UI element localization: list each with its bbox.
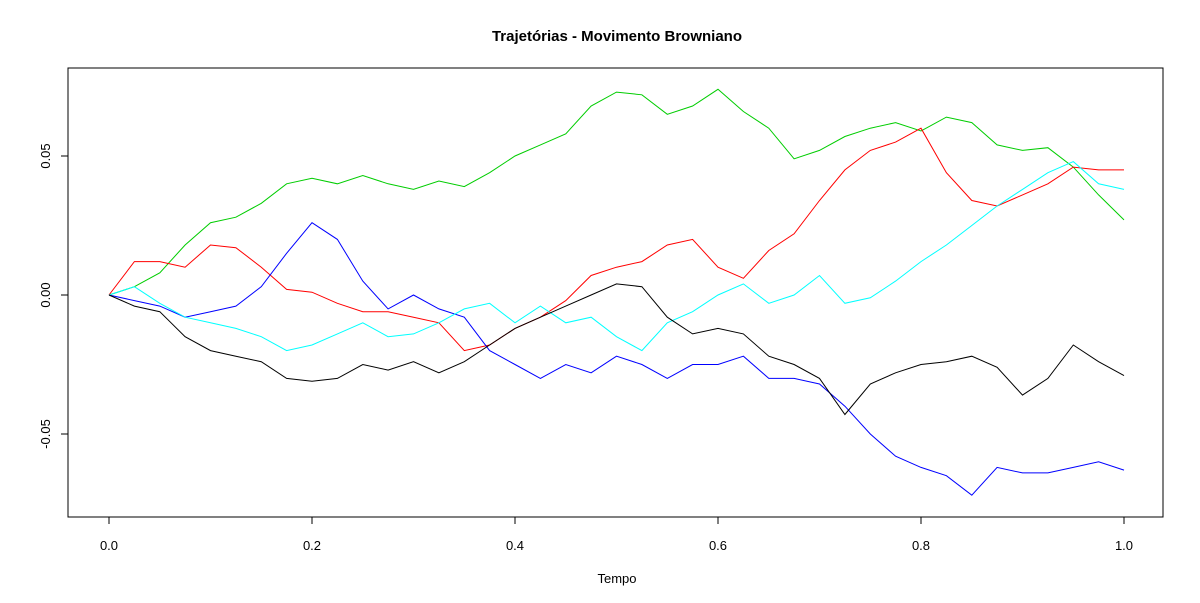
series-line-1	[108, 88, 1125, 296]
x-tick-label: 0.4	[506, 538, 524, 553]
x-tick-label: 1.0	[1115, 538, 1133, 553]
x-axis-label: Tempo	[597, 571, 636, 586]
series-line-3	[108, 222, 1125, 496]
x-tick-label: 0.2	[303, 538, 321, 553]
series-line-5	[108, 283, 1125, 416]
x-tick-label: 0.0	[100, 538, 118, 553]
series-line-2	[108, 127, 1124, 352]
y-axis: -0.05 0.00 0.05	[38, 143, 69, 449]
y-tick-label: -0.05	[38, 419, 53, 449]
x-tick-label: 0.6	[709, 538, 727, 553]
series-line-4	[108, 161, 1125, 352]
series-group	[108, 88, 1125, 496]
y-tick-label: 0.05	[38, 143, 53, 168]
y-tick-label: 0.00	[38, 282, 53, 307]
chart-title: Trajetórias - Movimento Browniano	[492, 28, 742, 45]
x-axis: 0.0 0.2 0.4 0.6 0.8 1.0	[100, 516, 1133, 553]
plot-frame	[67, 67, 1164, 518]
x-tick-label: 0.8	[912, 538, 930, 553]
